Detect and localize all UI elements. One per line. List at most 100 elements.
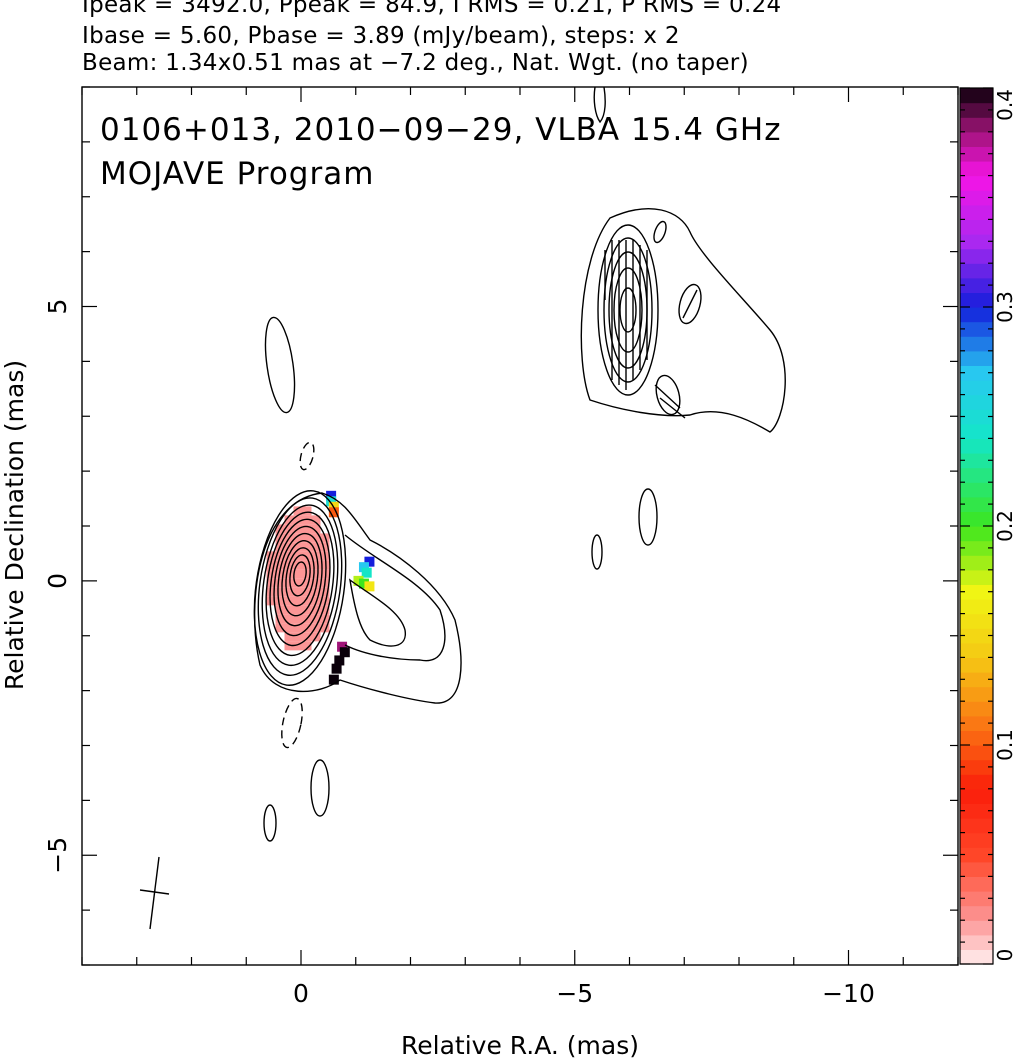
header-stats-line1: Ipeak = 3492.0, Ppeak = 84.9, I RMS = 0.…: [82, 0, 782, 18]
polarization-pixel: [311, 524, 321, 534]
colorbar-tick-label: 0.2: [993, 510, 1017, 542]
polarization-pixel: [284, 614, 294, 624]
polarization-pixel: [284, 641, 294, 651]
colorbar-tick-label: 0.3: [993, 291, 1017, 323]
colorbar-segment: [960, 803, 993, 819]
western-inner-contour-1: [597, 224, 659, 396]
western-inner-contour-5: [619, 287, 637, 333]
colorbar-segment: [960, 277, 993, 293]
colorbar-segment: [960, 847, 993, 863]
colorbar-segment: [960, 496, 993, 512]
colorbar-segment: [960, 818, 993, 834]
colorbar-segment: [960, 555, 993, 571]
polarization-pixel: [275, 578, 285, 588]
polarization-pixel: [293, 569, 303, 579]
x-tick-label: −5: [556, 979, 593, 1008]
polarization-pixel: [311, 569, 321, 579]
colorbar-segment: [960, 453, 993, 469]
colorbar-segment: [960, 292, 993, 308]
polarization-pixel: [339, 647, 350, 658]
colorbar-segment: [960, 234, 993, 250]
polarization-pixel: [311, 614, 321, 624]
colorbar-segment: [960, 861, 993, 877]
polarization-pixel: [311, 560, 321, 570]
polarization-pixel: [302, 587, 312, 597]
polarization-pixel: [266, 587, 276, 597]
colorbar-segment: [960, 511, 993, 527]
polarization-pixel: [302, 641, 312, 651]
isolated-contour-lower-2: [263, 804, 277, 842]
polarization-pixel: [293, 506, 303, 516]
colorbar-segment: [960, 599, 993, 615]
colorbar-segment: [960, 832, 993, 848]
colorbar-segment: [960, 569, 993, 585]
polarization-pixel: [358, 562, 369, 573]
polarization-pixel: [284, 569, 294, 579]
western-knot-contour-1: [653, 220, 667, 244]
polarization-pixel: [320, 542, 330, 552]
western-knot-contour-3: [655, 374, 681, 416]
y-tick-label: 5: [43, 299, 72, 315]
colorbar-segment: [960, 934, 993, 950]
polarization-pixel: [293, 542, 303, 552]
polarization-pixel: [302, 578, 312, 588]
polarization-pixel: [311, 578, 321, 588]
polarization-pixel: [311, 623, 321, 633]
core-contour: [265, 511, 335, 657]
chart-title-line2: MOJAVE Program: [100, 156, 374, 192]
polarization-pixel: [320, 596, 330, 606]
chart-title-line1: 0106+013, 2010−09−29, VLBA 15.4 GHz: [100, 112, 781, 148]
top-edge-contour: [593, 87, 606, 124]
colorbar-segment: [960, 949, 993, 965]
colorbar-segment: [960, 526, 993, 542]
polarization-pixel: [266, 569, 276, 579]
colorbar-segment: [960, 715, 993, 731]
western-inner-contour-4: [613, 267, 643, 353]
western-component-outer-contour: [580, 208, 786, 433]
colorbar-segment: [960, 745, 993, 761]
polarization-pixel: [293, 587, 303, 597]
polarization-pixel: [326, 490, 337, 501]
colorbar-segment: [960, 467, 993, 483]
colorbar-segment: [960, 876, 993, 892]
colorbar-segment: [960, 774, 993, 790]
colorbar-segment: [960, 204, 993, 220]
core-contour: [285, 547, 315, 607]
polarization-pixel: [331, 663, 342, 674]
colorbar-segment: [960, 642, 993, 658]
negative-contour-1: [299, 441, 315, 471]
polarization-pixel: [320, 569, 330, 579]
colorbar-segment: [960, 175, 993, 191]
core-contour: [289, 554, 311, 597]
header-beam-line: Beam: 1.34x0.51 mas at −7.2 deg., Nat. W…: [82, 50, 749, 76]
colorbar-segment: [960, 628, 993, 644]
colorbar-segment: [960, 263, 993, 279]
colorbar-segment: [960, 102, 993, 118]
isolated-contour-mid-2: [591, 534, 603, 570]
core-contour: [253, 490, 347, 686]
colorbar-segment: [960, 409, 993, 425]
polarization-pixel: [284, 623, 294, 633]
core-contour: [261, 504, 339, 667]
polarization-pixel: [293, 605, 303, 615]
polarization-pixel: [284, 632, 294, 642]
core-contour: [273, 525, 327, 637]
jet-inner-contour-1: [344, 534, 446, 662]
intensity-contours: [253, 87, 786, 842]
polarization-pixel: [358, 578, 369, 589]
y-axis-label: Relative Declination (mas): [0, 360, 29, 690]
colorbar-segment: [960, 657, 993, 673]
isolated-contour-lower-1: [310, 759, 330, 817]
x-axis-label: Relative R.A. (mas): [401, 1031, 639, 1060]
western-knot-contour-2: [678, 283, 702, 325]
core-contour: [277, 532, 323, 627]
polarization-pixel: [353, 575, 364, 586]
colorbar-segment: [960, 190, 993, 206]
beam-minor-axis: [139, 889, 170, 895]
colorbar-segment: [960, 380, 993, 396]
x-tick-label: 0: [293, 979, 309, 1008]
colorbar-segment: [960, 219, 993, 235]
polarization-pixel: [328, 674, 339, 685]
colorbar-segment: [960, 394, 993, 410]
polarization-pixel: [293, 623, 303, 633]
